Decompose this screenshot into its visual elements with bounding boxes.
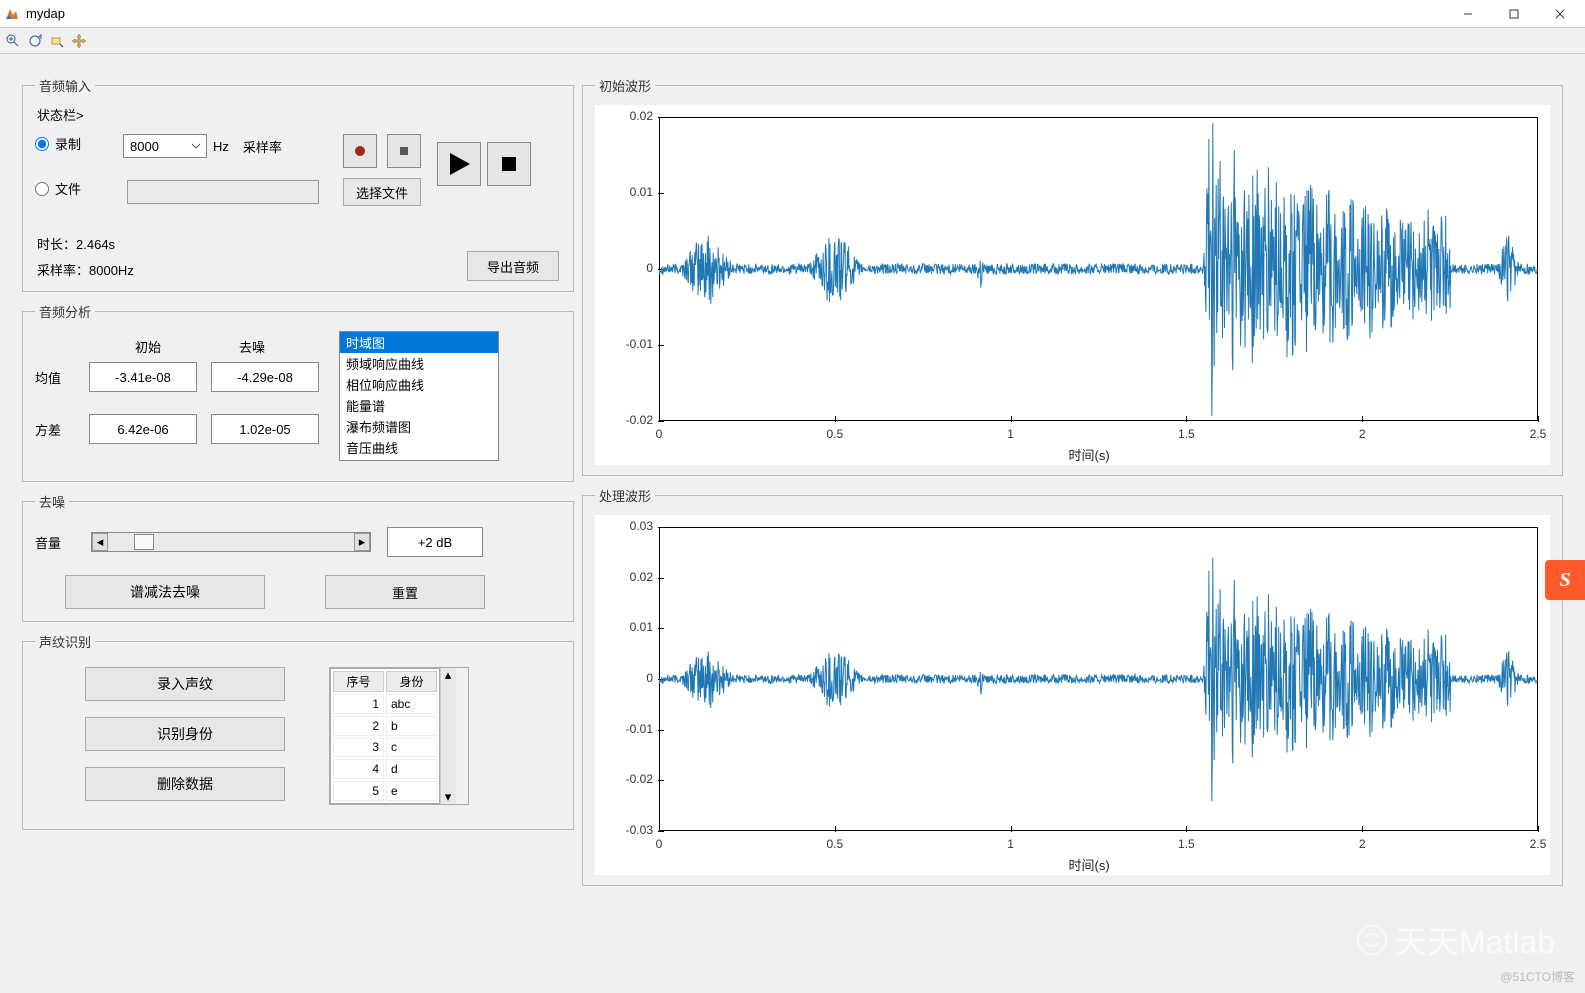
stop-button[interactable]	[487, 142, 531, 186]
close-button[interactable]	[1537, 0, 1583, 28]
minimize-button[interactable]	[1445, 0, 1491, 28]
chart-bottom-legend: 处理波形	[595, 486, 655, 505]
table-row[interactable]: 1abc	[333, 694, 437, 714]
voiceprint-legend: 声纹识别	[35, 632, 95, 651]
table-row[interactable]: 4d	[333, 759, 437, 779]
analysis-list-item[interactable]: 音压曲线	[340, 437, 498, 458]
maximize-button[interactable]	[1491, 0, 1537, 28]
zoom-in-icon[interactable]	[4, 32, 22, 50]
hz-label: Hz	[213, 139, 229, 154]
var-label: 方差	[35, 420, 75, 439]
scroll-up-icon[interactable]: ▴	[441, 668, 455, 682]
identify-label: 识别身份	[157, 724, 213, 744]
id-table[interactable]: 序号身份1abc2b3c4d5e ▴▾	[329, 667, 469, 805]
slider-left-arrow[interactable]: ◂	[92, 533, 108, 551]
audio-input-panel: 音频输入 状态栏> 录制 文件 8000	[22, 76, 574, 292]
analysis-list-item[interactable]: 频域响应曲线	[340, 353, 498, 374]
figure-toolbar	[0, 28, 1585, 54]
record-button[interactable]	[343, 134, 377, 168]
audio-input-legend: 音频输入	[35, 76, 95, 95]
volume-slider[interactable]: ◂ ▸	[91, 532, 371, 552]
samplerate-info-label: 采样率：	[37, 263, 89, 278]
analysis-list-item[interactable]: 时域图	[340, 332, 498, 353]
chart-top-axes[interactable]: -0.02-0.0100.010.0200.511.522.5时间(s)	[595, 105, 1550, 465]
denoise-panel: 去噪 音量 ◂ ▸ +2 dB 谱减法去噪 重置	[22, 492, 574, 622]
matlab-icon	[4, 6, 20, 22]
export-audio-label: 导出音频	[487, 257, 539, 276]
choose-file-button[interactable]: 选择文件	[343, 178, 421, 206]
identify-button[interactable]: 识别身份	[85, 717, 285, 751]
analysis-listbox[interactable]: 时域图频域响应曲线相位响应曲线能量谱瀑布频谱图音压曲线	[339, 331, 499, 461]
spectral-sub-label: 谱减法去噪	[130, 582, 200, 602]
chart-top-panel: 初始波形 -0.02-0.0100.010.0200.511.522.5时间(s…	[582, 76, 1563, 476]
duration-label: 时长：	[37, 237, 76, 252]
mean-label: 均值	[35, 368, 75, 387]
status-label: 状态栏>	[37, 105, 561, 124]
delete-label: 删除数据	[157, 774, 213, 794]
slider-thumb[interactable]	[134, 534, 154, 550]
zoom-rotate-icon[interactable]	[26, 32, 44, 50]
file-radio[interactable]: 文件	[35, 179, 107, 198]
chart-top-legend: 初始波形	[595, 76, 655, 95]
duration-value: 2.464s	[76, 237, 115, 252]
slider-right-arrow[interactable]: ▸	[354, 533, 370, 551]
choose-file-label: 选择文件	[356, 183, 408, 202]
pan-icon[interactable]	[70, 32, 88, 50]
reset-button[interactable]: 重置	[325, 575, 485, 609]
data-cursor-icon[interactable]	[48, 32, 66, 50]
play-button[interactable]	[437, 142, 481, 186]
analysis-panel: 音频分析 初始 去噪 均值 -3.41e-08 -4.29e-08 方差 6.4…	[22, 302, 574, 482]
chevron-down-icon	[192, 142, 200, 150]
analysis-col2: 去噪	[239, 337, 265, 356]
record-radio-label: 录制	[55, 134, 81, 153]
table-col-identity: 身份	[386, 671, 437, 692]
delete-button[interactable]: 删除数据	[85, 767, 285, 801]
table-row[interactable]: 2b	[333, 716, 437, 736]
sample-rate-caption: 采样率	[243, 137, 282, 156]
enroll-label: 录入声纹	[157, 674, 213, 694]
titlebar: mydap	[0, 0, 1585, 28]
enroll-button[interactable]: 录入声纹	[85, 667, 285, 701]
sample-rate-value: 8000	[130, 139, 159, 154]
sogou-ime-tab[interactable]: S	[1545, 560, 1585, 600]
var-denoise-value: 1.02e-05	[211, 414, 319, 444]
scroll-down-icon[interactable]: ▾	[441, 790, 455, 804]
volume-label: 音量	[35, 533, 75, 552]
analysis-legend: 音频分析	[35, 302, 95, 321]
denoise-legend: 去噪	[35, 492, 69, 511]
table-row[interactable]: 3c	[333, 738, 437, 758]
analysis-list-item[interactable]: 相位响应曲线	[340, 374, 498, 395]
volume-readout: +2 dB	[387, 527, 483, 557]
var-init-value: 6.42e-06	[89, 414, 197, 444]
file-radio-label: 文件	[55, 179, 81, 198]
table-scrollbar[interactable]: ▴▾	[440, 668, 456, 804]
table-row[interactable]: 5e	[333, 781, 437, 801]
mean-denoise-value: -4.29e-08	[211, 362, 319, 392]
stop-record-button[interactable]	[387, 134, 421, 168]
reset-label: 重置	[392, 583, 418, 602]
sample-rate-dropdown[interactable]: 8000	[123, 134, 207, 158]
spectral-subtraction-button[interactable]: 谱减法去噪	[65, 575, 265, 609]
analysis-list-item[interactable]: 能量谱	[340, 395, 498, 416]
analysis-list-item[interactable]: 瀑布频谱图	[340, 416, 498, 437]
chart-bottom-panel: 处理波形 -0.03-0.02-0.0100.010.020.0300.511.…	[582, 486, 1563, 886]
window-title: mydap	[26, 6, 65, 21]
analysis-col1: 初始	[135, 337, 161, 356]
watermark-corner: @51CTO博客	[1500, 968, 1575, 985]
record-radio[interactable]: 录制	[35, 134, 107, 153]
voiceprint-panel: 声纹识别 录入声纹 识别身份 删除数据 序号身份1abc2b3c4d5e ▴▾	[22, 632, 574, 830]
chart-bottom-axes[interactable]: -0.03-0.02-0.0100.010.020.0300.511.522.5…	[595, 515, 1550, 875]
file-path-field[interactable]	[127, 180, 319, 204]
export-audio-button[interactable]: 导出音频	[467, 251, 559, 281]
table-col-index: 序号	[333, 671, 384, 692]
samplerate-info-value: 8000Hz	[89, 263, 134, 278]
mean-init-value: -3.41e-08	[89, 362, 197, 392]
